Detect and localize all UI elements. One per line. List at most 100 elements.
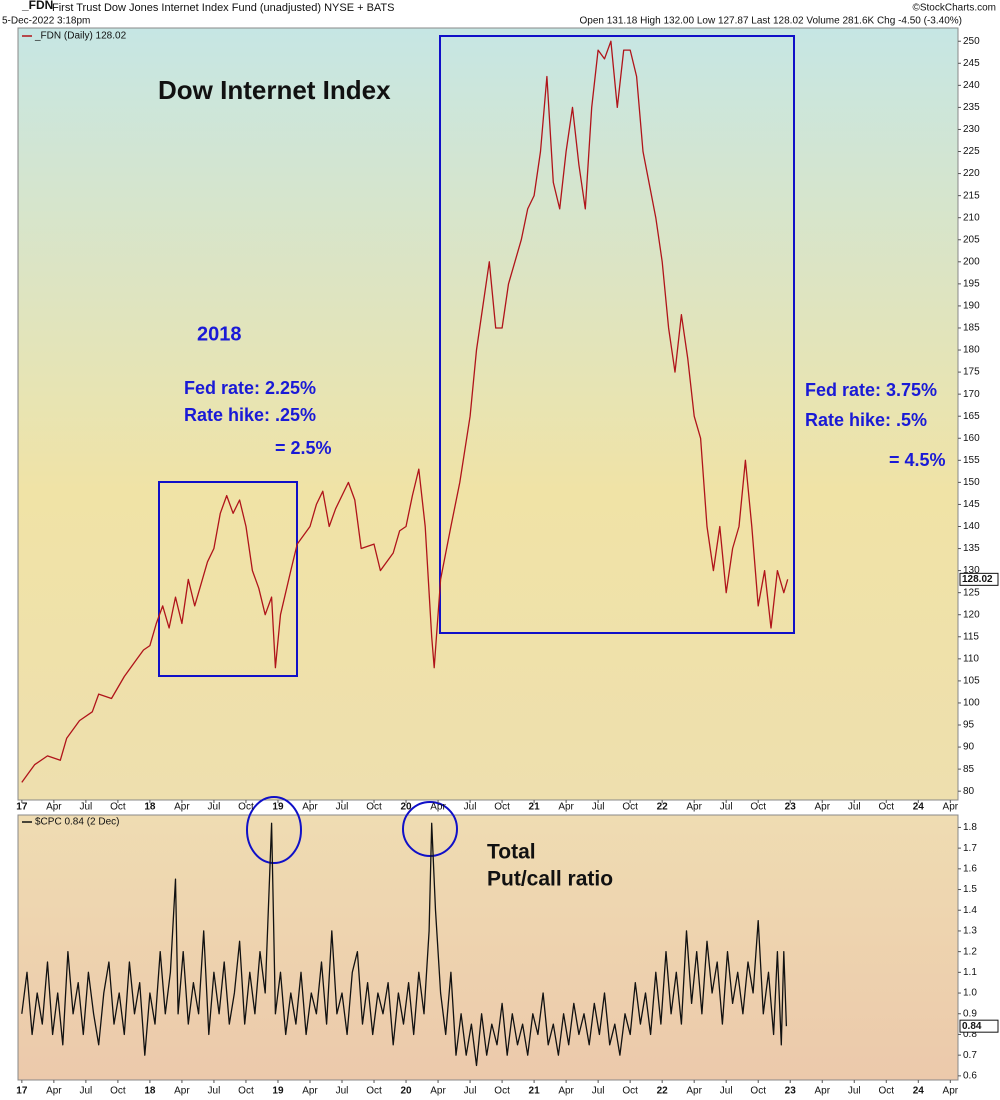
annotation: Put/call ratio: [487, 868, 613, 891]
x-tick-label: Jul: [464, 1086, 477, 1097]
annotation: = 4.5%: [889, 450, 946, 470]
y-tick-label: 80: [963, 786, 975, 797]
y-tick-label: 0.7: [963, 1050, 977, 1061]
last-value-label: 128.02: [962, 574, 993, 585]
annotation: Fed rate: 3.75%: [805, 380, 937, 400]
x-tick-label: Apr: [814, 1086, 830, 1097]
y-tick-label: 1.2: [963, 946, 977, 957]
y-tick-label: 200: [963, 256, 980, 267]
date: 5-Dec-2022 3:18pm: [2, 16, 90, 27]
x-tick-label: Jul: [720, 802, 733, 813]
y-tick-label: 210: [963, 212, 980, 223]
y-tick-label: 225: [963, 146, 980, 157]
legend-label: _FDN (Daily) 128.02: [34, 31, 127, 42]
x-tick-label: Oct: [750, 1086, 766, 1097]
y-tick-label: 1.8: [963, 822, 977, 833]
legend-label: $CPC 0.84 (2 Dec): [35, 817, 119, 828]
y-tick-label: 1.1: [963, 967, 977, 978]
x-tick-label: 17: [16, 1086, 28, 1097]
y-tick-label: 185: [963, 323, 980, 334]
y-tick-label: 1.3: [963, 926, 977, 937]
y-tick-label: 110: [963, 653, 979, 664]
x-tick-label: Jul: [464, 802, 477, 813]
annotation: Total: [487, 841, 536, 864]
y-tick-label: 135: [963, 543, 980, 554]
x-tick-label: 19: [272, 1086, 284, 1097]
x-tick-label: Jul: [208, 802, 221, 813]
x-tick-label: Oct: [750, 802, 766, 813]
y-tick-label: 250: [963, 36, 980, 47]
panel-background: [17, 27, 959, 801]
x-tick-label: 20: [400, 1086, 412, 1097]
y-tick-label: 0.8: [963, 1029, 977, 1040]
x-tick-label: 22: [657, 1086, 669, 1097]
x-tick-label: Apr: [430, 1086, 446, 1097]
last-value-box: [959, 1019, 999, 1033]
x-tick-label: Apr: [943, 1086, 959, 1097]
x-tick-label: Oct: [622, 1086, 638, 1097]
x-tick-label: Jul: [592, 802, 605, 813]
x-tick-label: 24: [913, 802, 925, 813]
y-tick-label: 150: [963, 477, 980, 488]
x-tick-label: 21: [529, 1086, 541, 1097]
y-tick-label: 165: [963, 411, 980, 422]
x-tick-label: Oct: [110, 1086, 126, 1097]
x-tick-label: Oct: [494, 1086, 510, 1097]
highlight-box: [439, 35, 795, 634]
x-tick-label: Jul: [79, 802, 92, 813]
y-tick-label: 220: [963, 168, 980, 179]
x-tick-label: Oct: [879, 802, 895, 813]
x-tick-label: Oct: [366, 802, 382, 813]
x-tick-label: Apr: [814, 802, 830, 813]
y-tick-label: 235: [963, 102, 980, 113]
x-tick-label: 22: [657, 802, 669, 813]
x-tick-label: Jul: [79, 1086, 92, 1097]
x-tick-label: Apr: [686, 802, 702, 813]
x-tick-label: Jul: [848, 802, 861, 813]
x-tick-label: Apr: [943, 802, 959, 813]
x-tick-label: Oct: [494, 802, 510, 813]
y-tick-label: 140: [963, 521, 980, 532]
x-tick-label: Apr: [558, 1086, 574, 1097]
y-tick-label: 120: [963, 609, 980, 620]
last-value-label: 0.84: [962, 1021, 982, 1032]
x-tick-label: Apr: [302, 802, 318, 813]
y-tick-label: 230: [963, 124, 980, 135]
price-line: [21, 40, 789, 783]
y-tick-label: 90: [963, 742, 975, 753]
highlight-box: [158, 481, 298, 677]
y-tick-label: 145: [963, 499, 980, 510]
y-tick-label: 115: [963, 631, 979, 642]
y-tick-label: 155: [963, 455, 980, 466]
x-tick-label: Jul: [592, 1086, 605, 1097]
y-tick-label: 1.4: [963, 905, 977, 916]
x-tick-label: Oct: [238, 1086, 254, 1097]
y-tick-label: 215: [963, 190, 980, 201]
x-tick-label: 17: [16, 802, 28, 813]
y-tick-label: 195: [963, 279, 980, 290]
y-tick-label: 1.6: [963, 863, 977, 874]
x-tick-label: Apr: [174, 1086, 190, 1097]
y-tick-label: 125: [963, 587, 980, 598]
x-tick-label: 20: [400, 802, 412, 813]
x-tick-label: 18: [144, 1086, 156, 1097]
annotation: Rate hike: .5%: [805, 410, 927, 430]
y-tick-label: 130: [963, 565, 980, 576]
fund-name: First Trust Dow Jones Internet Index Fun…: [52, 2, 394, 14]
x-tick-label: Apr: [46, 802, 62, 813]
x-tick-label: Jul: [336, 802, 349, 813]
y-tick-label: 0.9: [963, 1008, 977, 1019]
symbol: _FDN: [21, 0, 53, 12]
y-tick-label: 100: [963, 698, 980, 709]
brand: ©StockCharts.com: [912, 3, 996, 14]
x-tick-label: Oct: [622, 802, 638, 813]
x-tick-label: Jul: [848, 1086, 861, 1097]
x-tick-label: Jul: [336, 1086, 349, 1097]
x-tick-label: Oct: [238, 802, 254, 813]
x-tick-label: Oct: [879, 1086, 895, 1097]
y-tick-label: 160: [963, 433, 980, 444]
x-tick-label: 24: [913, 1086, 925, 1097]
y-tick-label: 175: [963, 367, 980, 378]
x-tick-label: Apr: [558, 802, 574, 813]
x-tick-label: Jul: [208, 1086, 221, 1097]
